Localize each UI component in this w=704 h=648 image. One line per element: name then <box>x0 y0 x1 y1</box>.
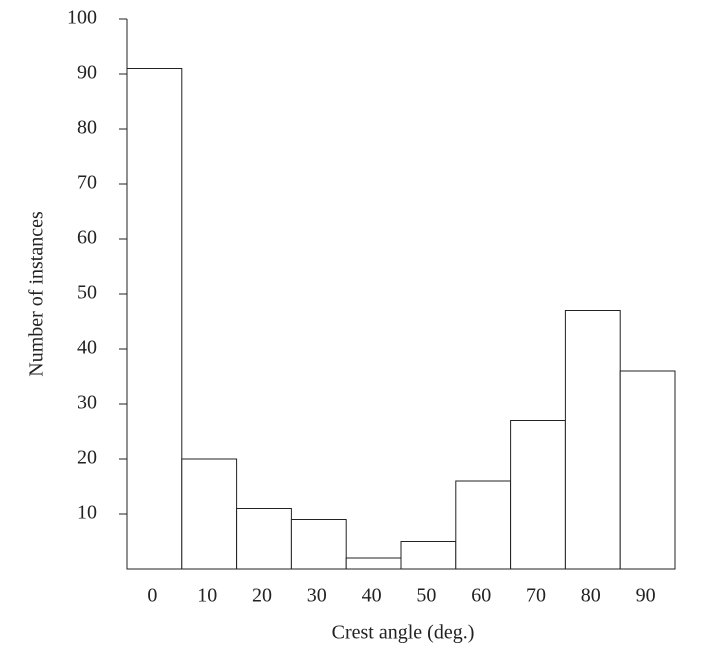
x-tick-label: 0 <box>147 585 157 607</box>
bar <box>181 458 238 570</box>
y-tick-label: 10 <box>77 502 97 524</box>
x-axis-label: Crest angle (deg.) <box>332 622 475 644</box>
x-tick-label: 10 <box>197 585 217 607</box>
bar <box>290 519 347 570</box>
y-tick-label: 60 <box>77 227 97 249</box>
y-tick-label: 80 <box>77 117 97 139</box>
y-tick-label: 70 <box>77 172 97 194</box>
x-tick-label: 60 <box>471 585 491 607</box>
bar <box>345 557 402 570</box>
x-tick-label: 70 <box>526 585 546 607</box>
bar <box>236 508 292 570</box>
bar <box>619 370 676 570</box>
x-tick-label: 40 <box>362 585 382 607</box>
bar <box>126 68 183 570</box>
x-tick-label: 30 <box>307 585 327 607</box>
bar <box>564 310 621 570</box>
bar <box>455 480 512 570</box>
y-tick-label: 30 <box>77 392 97 414</box>
bar <box>510 420 566 570</box>
x-tick-label: 80 <box>581 585 601 607</box>
bar <box>400 541 457 570</box>
y-tick-label: 90 <box>77 62 97 84</box>
x-tick-label: 90 <box>636 585 656 607</box>
x-tick-label: 20 <box>252 585 272 607</box>
y-tick-label: 20 <box>77 447 97 469</box>
y-axis-label: Number of instances <box>26 211 48 377</box>
y-tick-label: 50 <box>77 282 97 304</box>
x-tick-label: 50 <box>416 585 436 607</box>
y-tick-label: 100 <box>67 7 97 29</box>
y-tick-label: 40 <box>77 337 97 359</box>
